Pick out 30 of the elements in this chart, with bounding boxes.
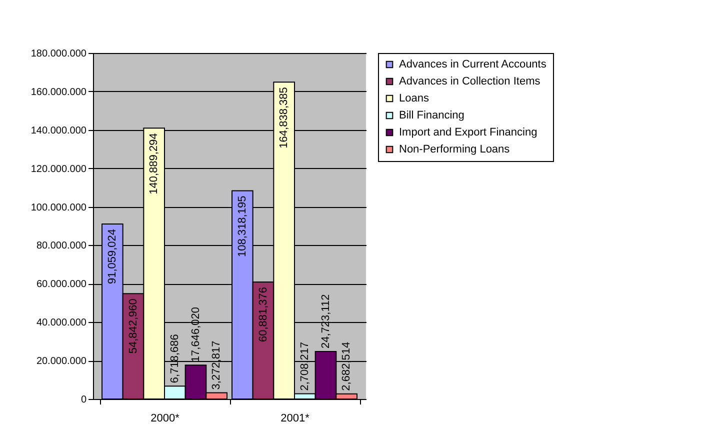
data-label: 2,708,217 <box>298 342 311 391</box>
data-label: 54,842,960 <box>127 298 140 354</box>
legend-label: Import and Export Financing <box>399 126 538 138</box>
y-tick-label: 140.000.000 <box>30 125 87 136</box>
y-tick-label: 180.000.000 <box>30 48 87 60</box>
x-tick-label: 2000* <box>150 412 180 424</box>
x-tick-label: 2001* <box>280 412 310 424</box>
legend-label: Advances in Collection Items <box>399 76 541 88</box>
y-tick-label: 60.000.000 <box>36 279 87 290</box>
data-label: 3,272,817 <box>210 340 223 390</box>
y-tick-label: 100.000.000 <box>30 202 87 214</box>
data-label: 140,889,294 <box>148 133 160 194</box>
y-tick-label: 160.000.000 <box>30 86 87 98</box>
data-label: 60,881,376 <box>257 286 270 342</box>
legend-label: Loans <box>399 92 430 104</box>
data-label: 17,646,020 <box>190 307 202 362</box>
y-tick-label: 40.000.000 <box>36 318 87 329</box>
data-label: 24,723,112 <box>320 294 332 348</box>
y-tick-label: 80.000.000 <box>36 240 87 252</box>
data-label: 6,718,686 <box>168 334 181 384</box>
legend-label: Bill Financing <box>399 110 464 122</box>
legend-label: Advances in Current Accounts <box>399 58 547 70</box>
data-label: 2,682,514 <box>340 342 353 391</box>
data-label: 164,838,385 <box>278 87 290 148</box>
data-label: 91,059,024 <box>106 228 118 284</box>
legend-label: Non-Performing Loans <box>399 144 510 156</box>
y-tick-label: 20.000.000 <box>36 356 87 368</box>
y-tick-label: 0 <box>80 394 87 406</box>
y-tick-label: 120.000.000 <box>30 164 87 175</box>
data-label: 108,318,195 <box>236 196 248 257</box>
